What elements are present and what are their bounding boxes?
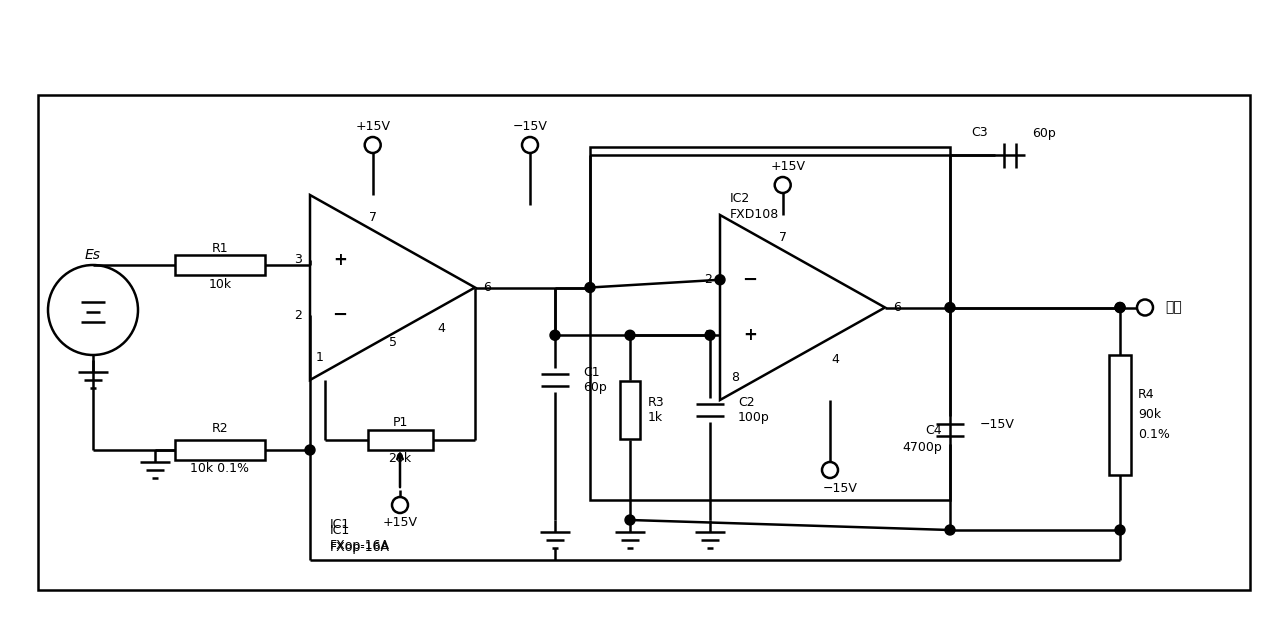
Text: 3: 3 — [704, 329, 712, 342]
Circle shape — [625, 515, 635, 525]
Circle shape — [705, 330, 714, 341]
Text: 6: 6 — [893, 301, 901, 314]
Bar — [368, 430, 433, 450]
Text: IC1: IC1 — [330, 523, 351, 537]
Text: 4: 4 — [831, 353, 839, 366]
Circle shape — [522, 137, 538, 153]
Text: 1: 1 — [316, 351, 324, 365]
Text: 7: 7 — [779, 230, 786, 244]
Text: R1: R1 — [212, 242, 229, 256]
Text: 5: 5 — [388, 337, 397, 349]
Text: C2
100p: C2 100p — [738, 396, 770, 424]
Text: R3
1k: R3 1k — [648, 396, 664, 424]
Circle shape — [365, 137, 380, 153]
Bar — [1109, 355, 1131, 475]
Text: 10k: 10k — [208, 279, 231, 292]
Circle shape — [944, 303, 955, 313]
Bar — [619, 381, 640, 439]
Text: P1: P1 — [392, 415, 407, 429]
Text: 输出: 输出 — [1165, 301, 1182, 315]
Text: 90k: 90k — [1139, 408, 1162, 422]
Text: FXD108: FXD108 — [730, 208, 779, 222]
Text: 6: 6 — [483, 281, 491, 294]
Text: +15V: +15V — [770, 161, 806, 173]
Text: C3: C3 — [971, 127, 988, 139]
Circle shape — [1115, 303, 1124, 313]
Text: C1
60p: C1 60p — [583, 366, 607, 394]
Text: IC2: IC2 — [730, 192, 750, 204]
Text: R4: R4 — [1139, 389, 1155, 401]
Bar — [39, 95, 1250, 590]
Text: −: − — [333, 306, 347, 324]
Circle shape — [944, 525, 955, 535]
Circle shape — [625, 330, 635, 341]
Circle shape — [550, 330, 560, 341]
Circle shape — [585, 282, 595, 292]
Circle shape — [1115, 525, 1124, 535]
Text: 4: 4 — [437, 322, 445, 335]
Bar — [590, 147, 950, 500]
Circle shape — [305, 445, 315, 455]
Bar — [175, 255, 265, 275]
Text: +15V: +15V — [355, 120, 391, 134]
Text: 2: 2 — [704, 273, 712, 286]
Text: FXop-16A: FXop-16A — [330, 541, 391, 555]
Text: −: − — [743, 271, 758, 289]
Circle shape — [48, 265, 137, 355]
Text: R2: R2 — [212, 422, 229, 434]
Circle shape — [822, 462, 838, 478]
Text: −15V: −15V — [822, 482, 857, 494]
Text: +: + — [743, 326, 757, 344]
Circle shape — [1137, 299, 1153, 315]
Text: IC1: IC1 — [330, 518, 351, 532]
Text: C4: C4 — [925, 423, 942, 437]
Text: 3: 3 — [294, 253, 302, 266]
Text: 20k: 20k — [388, 451, 411, 465]
Text: 0.1%: 0.1% — [1139, 429, 1169, 441]
Circle shape — [392, 497, 409, 513]
Text: −15V: −15V — [980, 418, 1015, 432]
Text: 2: 2 — [294, 309, 302, 322]
Text: +15V: +15V — [383, 517, 418, 529]
Text: 10k 0.1%: 10k 0.1% — [190, 461, 249, 475]
Circle shape — [775, 177, 790, 193]
Text: −15V: −15V — [513, 120, 547, 134]
Bar — [175, 440, 265, 460]
Circle shape — [1115, 303, 1124, 313]
Text: +: + — [333, 251, 347, 269]
Text: FXop-16A: FXop-16A — [330, 539, 391, 551]
Circle shape — [714, 275, 725, 285]
Text: 4700p: 4700p — [902, 441, 942, 454]
Text: 60p: 60p — [1032, 127, 1056, 139]
Text: Es: Es — [85, 248, 102, 262]
Text: 7: 7 — [369, 211, 377, 223]
Text: 8: 8 — [731, 372, 739, 384]
